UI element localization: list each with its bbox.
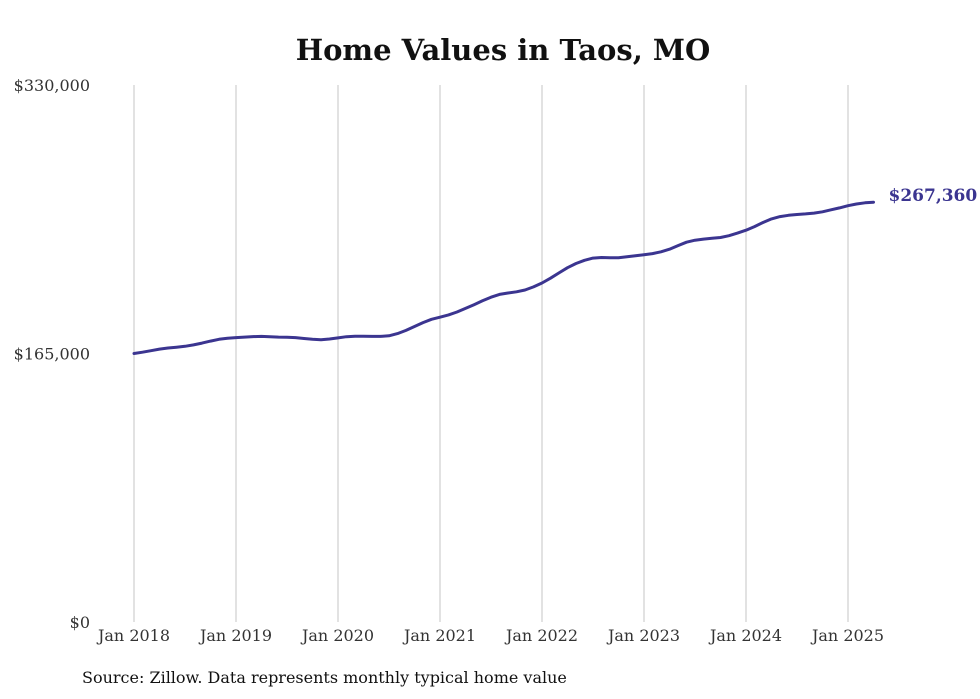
end-value-label: $267,360 (889, 186, 978, 206)
x-tick-label: Jan 2025 (810, 626, 884, 645)
y-axis-ticks: $0 $165,000 $330,000 (14, 76, 90, 632)
x-tick-label: Jan 2022 (504, 626, 578, 645)
source-note: Source: Zillow. Data represents monthly … (82, 668, 567, 687)
gridlines (133, 85, 849, 622)
x-tick-label: Jan 2023 (606, 626, 680, 645)
series-line (132, 200, 875, 355)
x-tick-label: Jan 2024 (708, 626, 782, 645)
y-tick-label: $330,000 (14, 76, 90, 95)
x-tick-label: Jan 2020 (300, 626, 374, 645)
x-tick-label: Jan 2021 (402, 626, 476, 645)
y-tick-label: $165,000 (14, 345, 90, 364)
x-tick-label: Jan 2018 (96, 626, 170, 645)
x-axis-ticks: Jan 2018 Jan 2019 Jan 2020 Jan 2021 Jan 2022… (96, 626, 884, 645)
y-tick-label: $0 (70, 613, 90, 632)
series-group: $267,360 (132, 186, 978, 355)
x-tick-label: Jan 2019 (198, 626, 272, 645)
chart-title: Home Values in Taos, MO (296, 33, 711, 67)
